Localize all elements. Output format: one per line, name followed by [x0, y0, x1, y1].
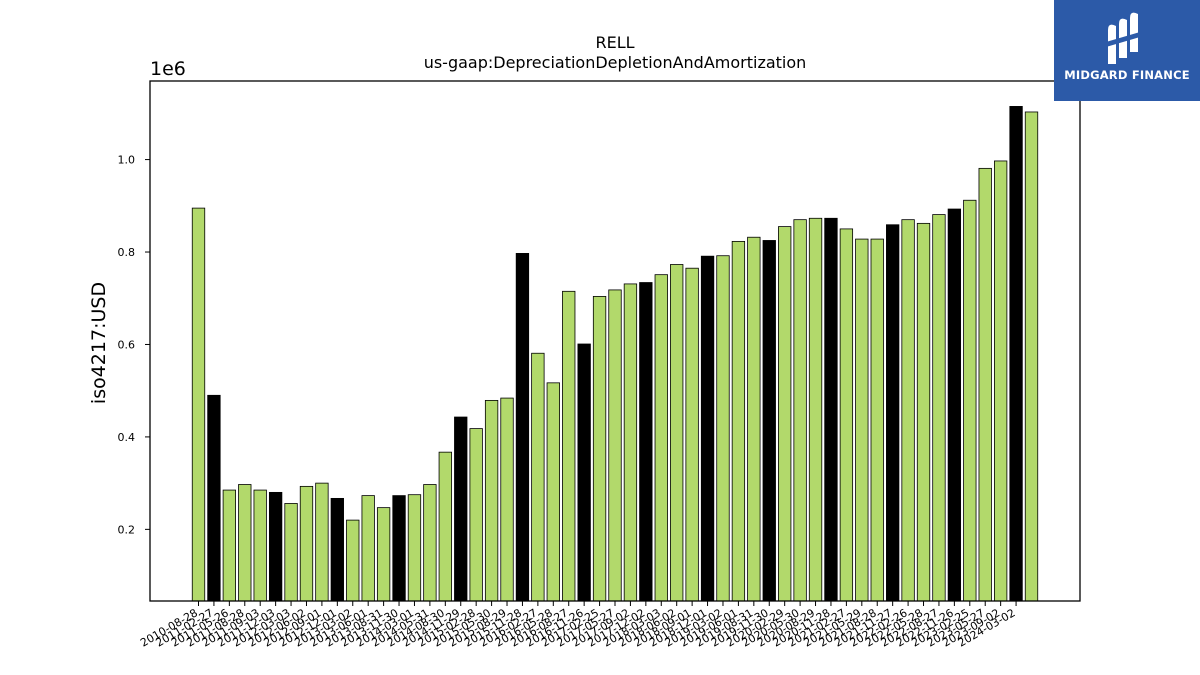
bar [870, 238, 884, 602]
bar [222, 489, 237, 602]
bar [716, 255, 730, 602]
bar [346, 519, 360, 602]
bar [407, 494, 422, 602]
bar [423, 484, 437, 602]
bar [253, 489, 267, 602]
plot-area-frame [149, 80, 1081, 602]
bar [839, 228, 854, 602]
bar [778, 226, 792, 602]
bar [546, 382, 560, 602]
bar [531, 352, 545, 602]
bar [886, 224, 900, 602]
bar [238, 484, 252, 602]
y-tick-label: 0.2 [118, 523, 136, 536]
midgard-logo-icon [1106, 12, 1140, 65]
bar [284, 503, 298, 602]
bar [191, 207, 206, 602]
bar [315, 482, 329, 602]
y-axis-ticks: 0.2 0.4 0.6 0.8 1.0 [118, 154, 150, 536]
bar [299, 485, 314, 602]
brand-name: MIDGARD FINANCE [1064, 68, 1190, 82]
y-axis-label: iso4217:USD [88, 282, 110, 404]
bar [623, 283, 638, 602]
bar [947, 208, 962, 602]
bar [562, 290, 576, 602]
bar [515, 253, 530, 602]
bar [469, 428, 483, 602]
bar [484, 399, 499, 602]
bar [330, 497, 344, 602]
y-tick-label: 0.8 [118, 246, 136, 259]
bars-group [191, 106, 1039, 602]
bar [577, 343, 591, 602]
bar [978, 167, 992, 602]
bar [268, 491, 283, 602]
bar [916, 222, 931, 602]
x-axis-ticks: 2010-08-282011-02-272011-05-262011-08-28… [138, 601, 1018, 650]
bar [808, 217, 823, 602]
bar [639, 282, 653, 602]
bar [793, 219, 807, 602]
y-axis-multiplier: 1e6 [150, 58, 186, 80]
chart-subtitle: us-gaap:DepreciationDepletionAndAmortiza… [424, 53, 807, 72]
bar [994, 160, 1008, 602]
bar [762, 240, 776, 602]
bar [685, 267, 699, 602]
bar [438, 451, 452, 602]
bar [361, 495, 375, 602]
chart-title: RELL [595, 33, 634, 52]
bar [670, 264, 684, 602]
bar [392, 495, 406, 602]
bar [500, 397, 514, 602]
bar [747, 236, 761, 602]
y-tick-label: 0.6 [118, 338, 136, 351]
bar [824, 217, 838, 602]
brand-logo: MIDGARD FINANCE [1054, 0, 1200, 101]
bar [731, 240, 746, 602]
bar [855, 238, 869, 602]
y-tick-label: 1.0 [118, 154, 136, 167]
bar [207, 394, 221, 602]
bar [700, 255, 715, 602]
bar [1024, 111, 1039, 602]
bar [963, 199, 977, 602]
bar [654, 274, 668, 602]
bar [901, 219, 915, 602]
bar [1009, 106, 1023, 602]
bar [376, 507, 391, 602]
bar [454, 416, 468, 602]
bar [608, 289, 622, 602]
y-tick-label: 0.4 [118, 431, 136, 444]
bar [932, 214, 946, 602]
bar [592, 295, 607, 602]
